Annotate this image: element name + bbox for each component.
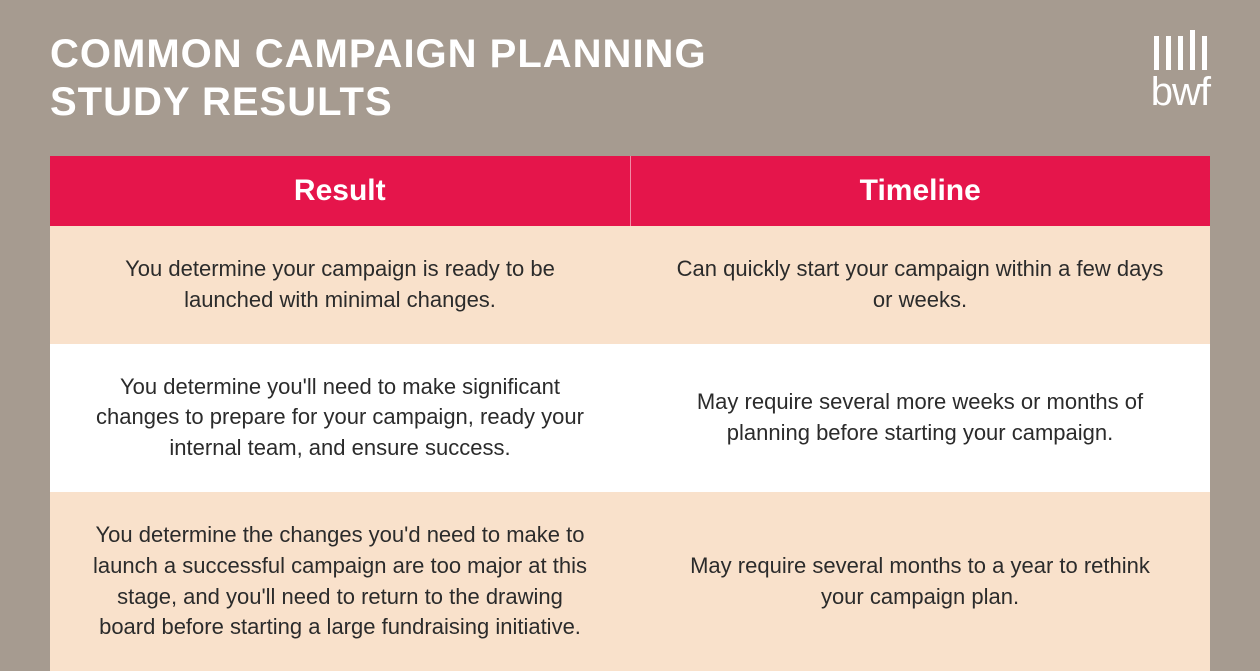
title-line-1: COMMON CAMPAIGN PLANNING [50, 32, 707, 76]
logo-bars-icon [1154, 30, 1207, 70]
header: COMMON CAMPAIGN PLANNING STUDY RESULTS b… [0, 0, 1260, 146]
title-line-2: STUDY RESULTS [50, 80, 393, 124]
logo-text: bwf [1151, 72, 1210, 112]
cell-timeline: Can quickly start your campaign within a… [630, 226, 1210, 344]
table-row: You determine you'll need to make signif… [50, 344, 1210, 492]
page-title: COMMON CAMPAIGN PLANNING STUDY RESULTS [50, 30, 707, 126]
cell-result: You determine your campaign is ready to … [50, 226, 630, 344]
table-row: You determine the changes you'd need to … [50, 492, 1210, 671]
table-row: You determine your campaign is ready to … [50, 226, 1210, 344]
cell-result: You determine you'll need to make signif… [50, 344, 630, 492]
bwf-logo: bwf [1151, 30, 1210, 112]
table-header-row: Result Timeline [50, 156, 1210, 226]
cell-timeline: May require several months to a year to … [630, 492, 1210, 671]
cell-timeline: May require several more weeks or months… [630, 344, 1210, 492]
cell-result: You determine the changes you'd need to … [50, 492, 630, 671]
col-header-timeline: Timeline [630, 156, 1210, 226]
results-table: Result Timeline You determine your campa… [50, 156, 1210, 671]
col-header-result: Result [50, 156, 630, 226]
